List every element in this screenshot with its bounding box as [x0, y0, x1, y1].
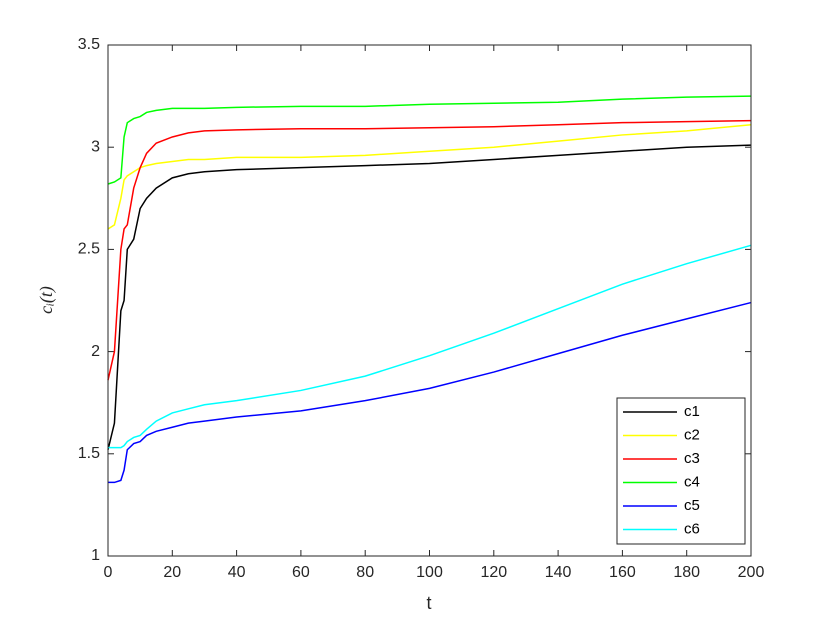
y-tick-label: 2: [91, 343, 100, 360]
y-tick-label: 2.5: [78, 241, 100, 258]
x-tick-label: 40: [228, 564, 246, 581]
legend-label: c4: [684, 473, 700, 490]
data-line: [107, 119, 752, 381]
legend-label: c6: [684, 520, 700, 537]
y-tick-label: 3.5: [78, 36, 100, 53]
data-line: [108, 301, 752, 484]
x-tick-label: 140: [545, 564, 572, 581]
x-tick-label: 120: [480, 564, 507, 581]
legend-label: c2: [684, 426, 700, 443]
x-tick-label: 180: [673, 564, 700, 581]
legend-label: c3: [684, 450, 700, 467]
x-tick-label: 100: [416, 564, 443, 581]
y-axis-label: cᵢ(t): [36, 286, 57, 314]
data-line: [107, 123, 752, 230]
x-tick-label: 80: [356, 564, 374, 581]
x-tick-label: 0: [104, 564, 113, 581]
y-tick-label: 1.5: [78, 445, 100, 462]
x-tick-label: 160: [609, 564, 636, 581]
x-tick-label: 200: [738, 564, 765, 581]
y-tick-label: 1: [91, 547, 100, 564]
x-axis-label: t: [426, 593, 431, 613]
data-line: [107, 144, 752, 450]
legend-box: [616, 397, 746, 545]
x-tick-label: 60: [292, 564, 310, 581]
data-line: [108, 244, 752, 449]
legend-label: c1: [684, 403, 700, 420]
data-line: [107, 95, 752, 185]
legend-label: c5: [684, 497, 700, 514]
axes-box: [107, 44, 752, 557]
y-tick-label: 3: [91, 138, 100, 155]
x-tick-label: 20: [163, 564, 181, 581]
